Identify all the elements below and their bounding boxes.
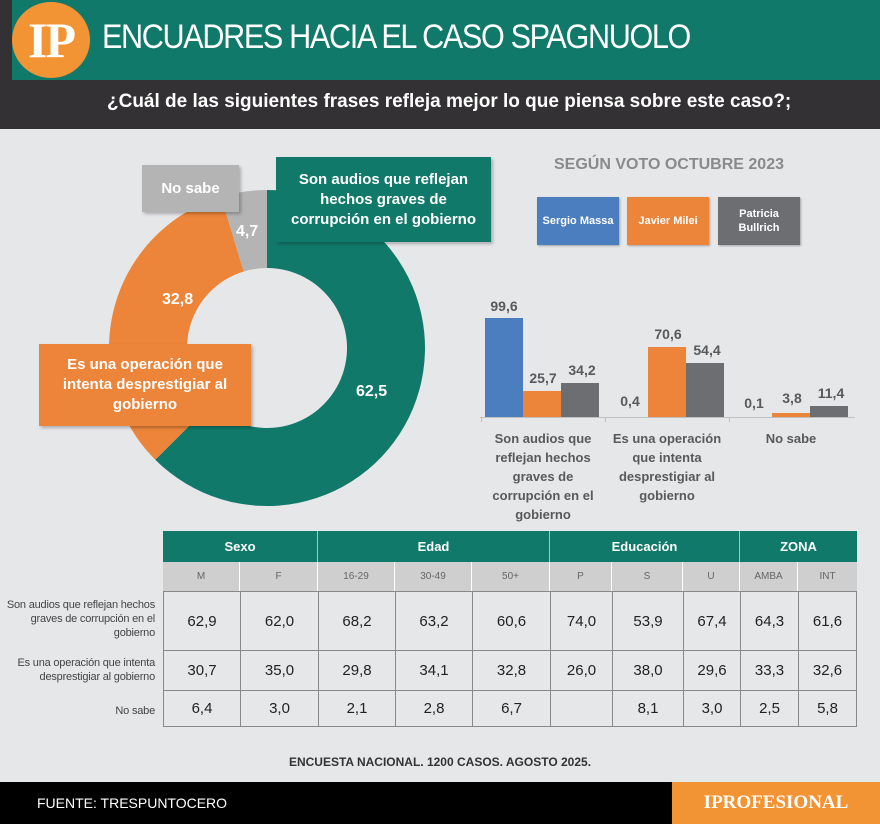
column-header: U [683,562,740,591]
group-edad: Edad [318,531,550,562]
bar-value: 25,7 [529,370,557,386]
bar-chart-axis [480,417,855,418]
bar-value: 3,8 [782,390,802,406]
footer-brand-text: IPROFESIONAL [703,792,849,813]
donut-slice-corrupcion [155,190,426,506]
table-cell: 6,7 [472,691,550,726]
bar-massa-corrupcion [485,318,523,417]
legend-massa: Sergio Massa [537,197,619,245]
column-header: P [550,562,612,591]
bar-value: 99,6 [490,298,518,314]
logo-text: IP [28,12,76,68]
donut-value-corrupcion: 62,5 [356,383,388,400]
category-label-corrupcion: Son audios que reflejan hechos graves de… [492,431,594,522]
bar-milei-corrupcion [523,391,561,417]
axis-tick [605,417,606,422]
category-label-operacion: Es una operación que intenta desprestigi… [612,431,722,503]
bar-bullrich-corrupcion [561,383,599,417]
axis-tick [729,417,730,422]
table-cell: 63,2 [395,592,472,650]
table-row: 62,9 62,0 68,2 63,2 60,6 74,0 53,9 67,4 … [163,591,857,651]
table-cell: 32,8 [472,651,550,690]
group-sexo: Sexo [163,531,318,562]
bar-value: 11,4 [817,385,845,401]
column-header: INT [819,571,836,582]
group-zona: ZONA [780,539,817,554]
donut-value-nosabe: 4,7 [236,223,259,240]
table-cell: 60,6 [472,592,550,650]
table-column-header: M F 16-29 30-49 50+ P S U AMBA INT [163,562,857,591]
table-cell: 5,8 [798,691,857,726]
column-header: 50+ [472,562,550,591]
callout-corrupcion: Son audios que reflejan hechos graves de… [276,157,491,242]
table-row: 6,4 3,0 2,1 2,8 6,7 8,1 3,0 2,5 5,8 [163,691,857,727]
survey-question: ¿Cuál de las siguientes frases refleja m… [107,91,792,112]
column-header: S [612,562,683,591]
footer-brand-logo: IPROFESIONAL [672,782,880,824]
column-header: 16-29 [318,562,395,591]
callout-operacion: Es una operación que intenta desprestigi… [39,344,251,426]
header-bar [0,0,880,80]
ip-logo: IP [12,2,90,78]
table-cell: 62,9 [163,592,240,650]
bar-milei-operacion [648,347,686,417]
row-label-corrupcion: Son audios que reflejan hechos graves de… [6,599,155,639]
table-cell: 62,0 [240,592,318,650]
table-cell: 35,0 [240,651,318,690]
category-label-nosabe: No sabe [765,431,817,446]
table-cell: 2,8 [395,691,472,726]
table-cell: 38,0 [612,651,683,690]
table-cell: 68,2 [318,592,395,650]
table-cell: 32,6 [798,651,857,690]
legend-milei: Javier Milei [627,197,709,245]
bar-value: 54,4 [693,342,721,358]
footer-source: FUENTE: TRESPUNTOCERO [37,795,228,811]
legend-bullrich: Patricia Bullrich [718,197,800,245]
table-cell: 53,9 [612,592,683,650]
table-cell [550,691,612,726]
donut-value-operacion: 32,8 [162,291,194,308]
bar-bullrich-operacion [686,363,724,417]
row-label-nosabe: No sabe [115,705,155,717]
table-cell: 30,7 [163,651,240,690]
bar-value: 0,1 [744,395,764,411]
column-header: 30-49 [395,562,472,591]
table-cell: 67,4 [683,592,740,650]
row-label-operacion: Es una operación que intenta desprestigi… [17,657,155,683]
segmentation-table: Sexo Edad Educación ZONA M F 16-29 30-49… [163,531,857,727]
table-cell: 2,5 [740,691,798,726]
axis-tick [481,417,482,422]
header-left-strip [0,0,12,80]
column-header: M [163,562,240,591]
table-cell: 74,0 [550,592,612,650]
table-cell: 3,0 [683,691,740,726]
callout-nosabe: No sabe [142,165,239,212]
bar-milei-nosabe [772,413,810,417]
table-cell: 3,0 [240,691,318,726]
bar-value: 70,6 [654,326,682,342]
bar-value: 0,4 [620,393,640,409]
survey-note: ENCUESTA NACIONAL. 1200 CASOS. AGOSTO 20… [288,755,592,769]
table-cell: 61,6 [798,592,857,650]
table-cell: 2,1 [318,691,395,726]
table-cell: 33,3 [740,651,798,690]
table-cell: 29,8 [318,651,395,690]
question-bar [0,80,880,129]
bar-bullrich-nosabe [810,406,848,417]
vote-chart-title: SEGÚN VOTO OCTUBRE 2023 [554,156,784,173]
group-educacion: Educación [550,531,740,562]
column-header: F [240,562,318,591]
table-cell: 34,1 [395,651,472,690]
bar-value: 34,2 [568,362,596,378]
page-title: ENCUADRES HACIA EL CASO SPAGNUOLO [102,18,691,56]
table-row: 30,7 35,0 29,8 34,1 32,8 26,0 38,0 29,6 … [163,651,857,691]
table-cell: 26,0 [550,651,612,690]
table-cell: 64,3 [740,592,798,650]
table-cell: 29,6 [683,651,740,690]
table-cell: 8,1 [612,691,683,726]
table-cell: 6,4 [163,691,240,726]
table-group-header: Sexo Edad Educación ZONA [163,531,857,562]
column-header: AMBA [740,562,798,591]
